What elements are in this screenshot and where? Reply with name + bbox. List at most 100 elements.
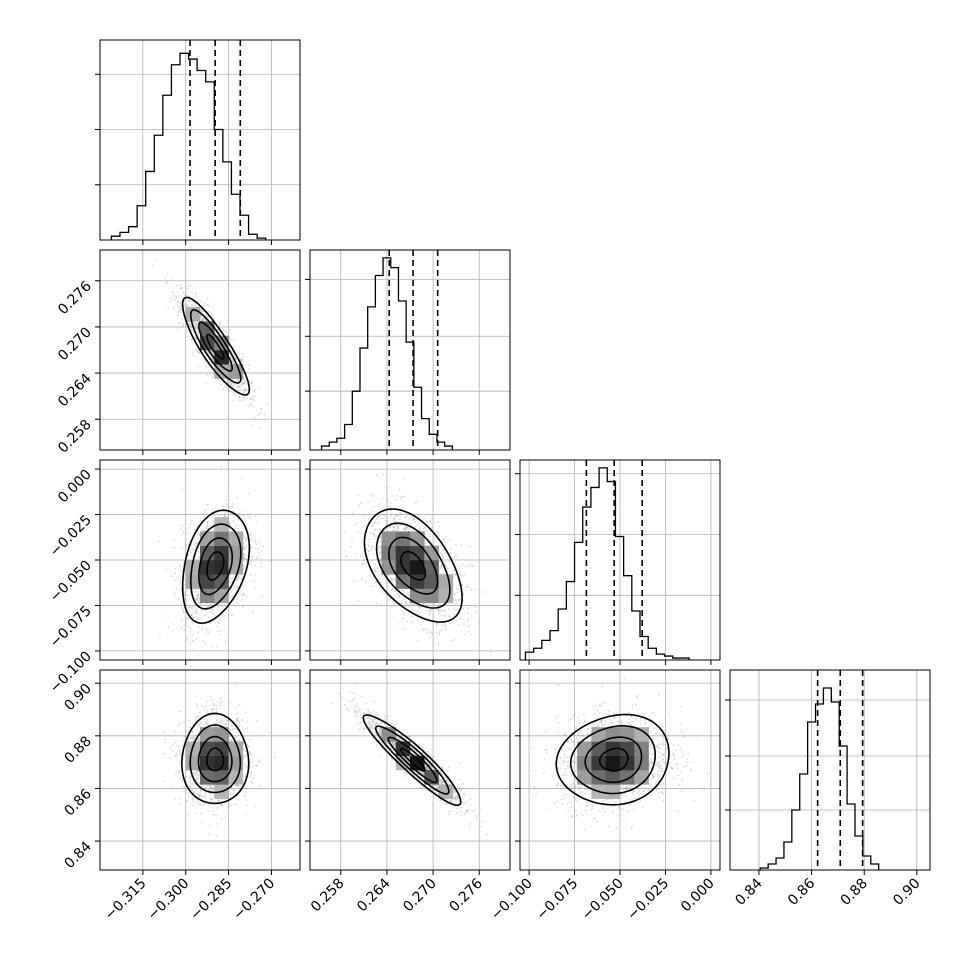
sample-point xyxy=(180,607,183,609)
sample-point xyxy=(201,310,203,313)
sample-point xyxy=(191,735,194,738)
sample-point xyxy=(197,331,199,334)
sample-point xyxy=(242,382,245,384)
sample-point xyxy=(459,598,461,601)
sample-point xyxy=(394,515,396,518)
sample-point xyxy=(403,598,405,601)
sample-point xyxy=(182,324,185,326)
sample-point xyxy=(371,525,374,527)
sample-point xyxy=(250,781,253,784)
sample-point xyxy=(205,366,208,369)
sample-point xyxy=(376,602,378,605)
sample-point xyxy=(197,331,200,334)
sample-point xyxy=(201,310,204,313)
density-cell xyxy=(185,574,201,589)
sample-point xyxy=(196,327,199,329)
sample-point xyxy=(441,553,443,556)
sample-point xyxy=(251,538,254,541)
sample-point xyxy=(374,537,377,539)
sample-point xyxy=(174,298,177,301)
contour-line xyxy=(363,508,463,623)
sample-point xyxy=(186,593,188,596)
sample-point xyxy=(176,300,179,303)
sample-point xyxy=(255,518,258,521)
scatter-panel-3-2 xyxy=(309,459,511,661)
sample-point xyxy=(391,495,394,497)
sample-point xyxy=(379,552,382,555)
sample-point xyxy=(184,728,187,731)
sample-point xyxy=(240,719,243,722)
sample-point xyxy=(379,550,382,552)
sample-point xyxy=(370,549,373,551)
sample-point xyxy=(439,569,441,572)
sample-point xyxy=(397,596,400,599)
sample-point xyxy=(177,770,180,773)
sample-point xyxy=(391,579,394,582)
sample-point xyxy=(236,712,239,715)
sample-point xyxy=(243,528,246,531)
sample-point xyxy=(459,590,461,593)
sample-point xyxy=(441,555,444,558)
sample-point xyxy=(386,497,389,500)
sample-point xyxy=(188,778,191,780)
sample-point xyxy=(180,618,183,621)
sample-point xyxy=(197,631,200,634)
sample-point xyxy=(210,350,213,353)
sample-point xyxy=(393,604,396,607)
sample-point xyxy=(195,337,198,340)
sample-point xyxy=(427,533,430,536)
density-cell xyxy=(381,560,397,575)
sample-point xyxy=(400,599,403,602)
sample-point xyxy=(236,717,239,720)
sample-point xyxy=(478,621,481,623)
sample-point xyxy=(459,575,462,577)
sample-point xyxy=(369,532,372,535)
sample-point xyxy=(202,318,205,320)
sample-point xyxy=(233,789,235,792)
sample-point xyxy=(207,723,210,725)
sample-point xyxy=(192,797,195,800)
sample-point xyxy=(440,624,443,627)
sample-point xyxy=(201,627,204,630)
sample-point xyxy=(211,612,214,615)
sample-point xyxy=(392,581,395,584)
sample-point xyxy=(184,594,187,597)
sample-point xyxy=(237,576,240,579)
sample-point xyxy=(194,542,197,544)
sample-point xyxy=(196,770,198,773)
contour-line xyxy=(190,523,242,610)
sample-point xyxy=(210,608,213,611)
sample-point xyxy=(385,522,388,525)
sample-point xyxy=(253,390,256,392)
sample-point xyxy=(474,588,477,590)
sample-point xyxy=(171,629,174,632)
sample-point xyxy=(440,566,443,569)
sample-point xyxy=(199,352,202,355)
sample-point xyxy=(194,611,197,614)
sample-point xyxy=(462,594,465,596)
sample-point xyxy=(234,527,237,530)
sample-point xyxy=(215,834,218,837)
sample-point xyxy=(240,599,243,601)
sample-point xyxy=(380,581,383,584)
sample-point xyxy=(176,284,178,287)
sample-point xyxy=(210,357,213,360)
sample-point xyxy=(184,546,187,549)
sample-point xyxy=(355,553,358,556)
density-cell xyxy=(214,560,229,575)
sample-point xyxy=(232,390,235,393)
sample-point xyxy=(416,500,419,502)
sample-point xyxy=(244,388,246,391)
sample-point xyxy=(190,544,193,547)
sample-point xyxy=(206,363,209,366)
sample-point xyxy=(455,587,458,589)
sample-point xyxy=(435,623,438,625)
sample-point xyxy=(233,394,236,396)
sample-point xyxy=(454,573,456,576)
sample-point xyxy=(189,627,192,630)
sample-point xyxy=(440,563,443,566)
sample-point xyxy=(251,398,254,400)
sample-point xyxy=(191,614,194,617)
sample-point xyxy=(254,587,256,590)
contour-line xyxy=(198,321,233,372)
